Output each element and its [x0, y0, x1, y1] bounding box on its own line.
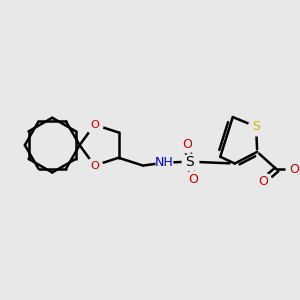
- Text: O: O: [258, 175, 268, 188]
- Text: O: O: [188, 173, 198, 186]
- Text: S: S: [185, 155, 194, 169]
- Text: S: S: [252, 120, 260, 133]
- Text: O: O: [182, 138, 192, 151]
- Text: NH: NH: [155, 156, 174, 169]
- Text: O: O: [90, 160, 99, 171]
- Text: O: O: [290, 163, 299, 176]
- Text: O: O: [90, 120, 99, 130]
